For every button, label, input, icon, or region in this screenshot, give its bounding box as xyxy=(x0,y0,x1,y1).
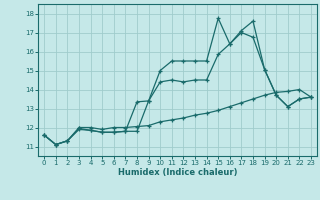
X-axis label: Humidex (Indice chaleur): Humidex (Indice chaleur) xyxy=(118,168,237,177)
